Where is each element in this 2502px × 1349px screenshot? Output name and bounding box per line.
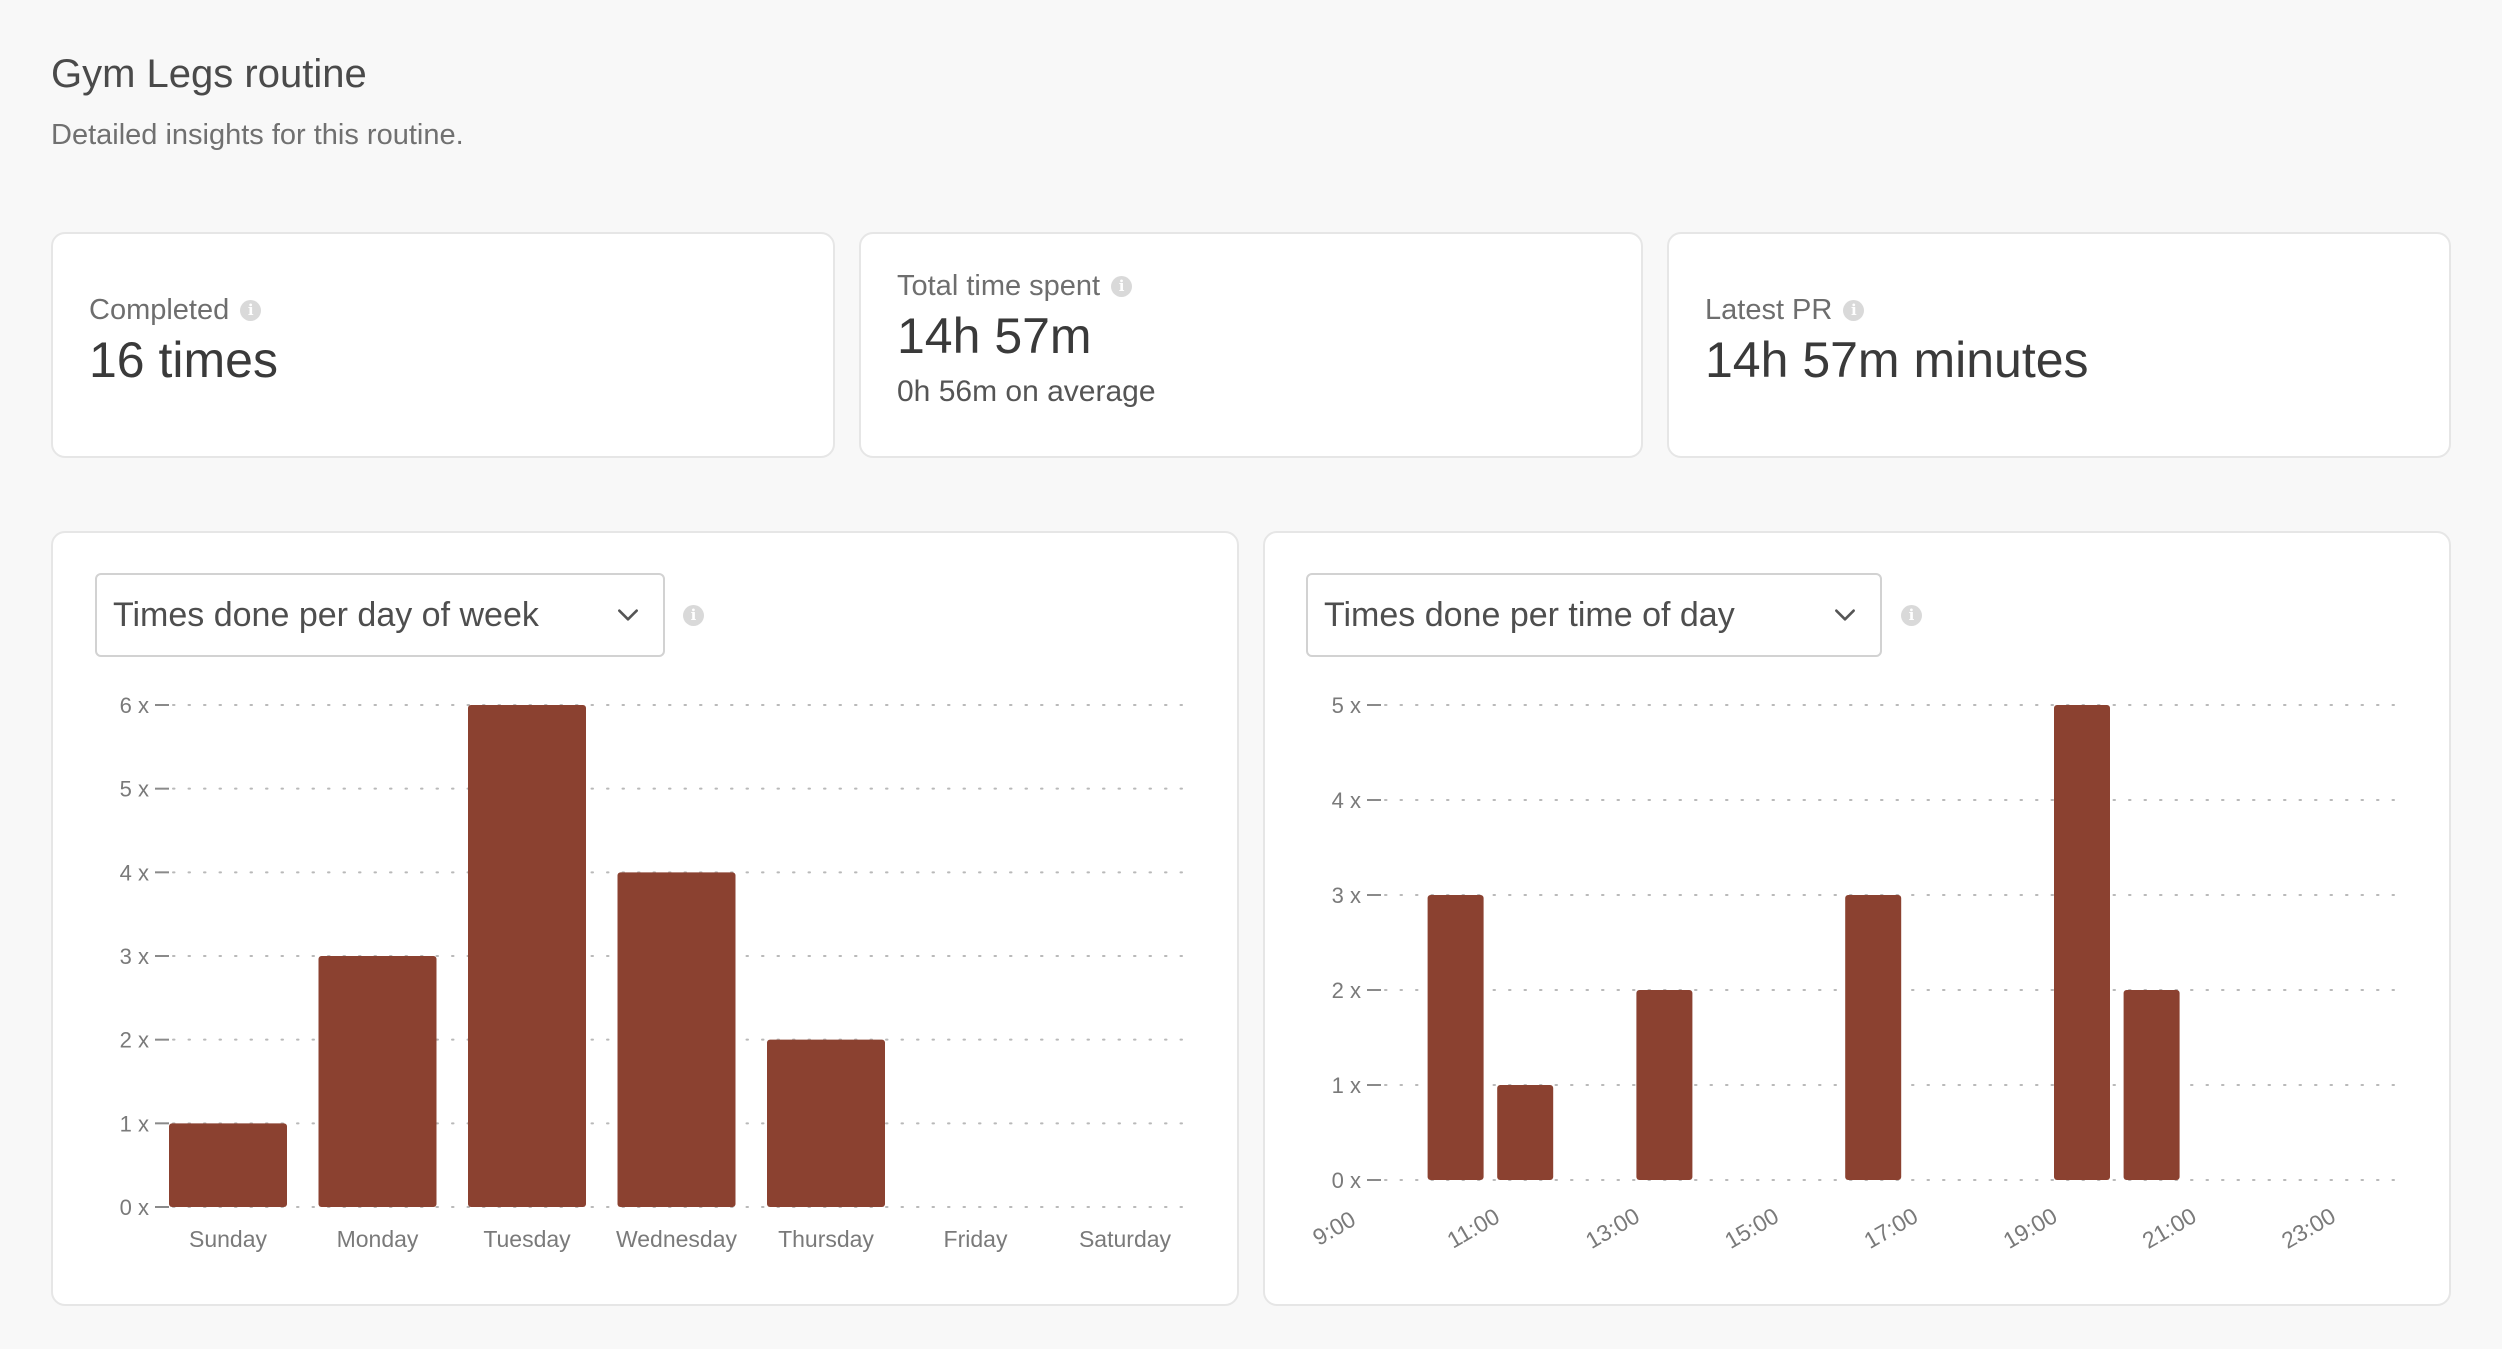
dropdown-label: Times done per time of day — [1324, 595, 1735, 634]
y-tick-label: 1 x — [120, 1111, 149, 1136]
y-tick-label: 0 x — [120, 1195, 149, 1220]
bar — [1845, 895, 1902, 1180]
y-tick-label: 5 x — [120, 777, 149, 802]
x-tick-label: Wednesday — [616, 1226, 738, 1252]
latest-pr-card: Latest PR i 14h 57m minutes — [1667, 232, 2451, 458]
page-header: Gym Legs routine Detailed insights for t… — [51, 52, 464, 152]
y-tick-label: 3 x — [1332, 883, 1361, 908]
total-time-value: 14h 57m — [897, 308, 1092, 364]
latest-pr-label-row: Latest PR i — [1705, 294, 2089, 327]
chevron-down-icon — [1835, 609, 1855, 621]
x-tick-label: Friday — [944, 1226, 1008, 1252]
y-tick-label: 3 x — [120, 944, 149, 969]
y-tick-label: 6 x — [120, 693, 149, 718]
page-title: Gym Legs routine — [51, 52, 367, 96]
total-time-label: Total time spent — [897, 270, 1101, 302]
total-time-label-row: Total time spent i — [897, 270, 1156, 303]
y-tick-label: 2 x — [1332, 978, 1361, 1003]
x-tick-label: Saturday — [1079, 1226, 1172, 1252]
x-tick-label: 9:00 — [1308, 1206, 1360, 1251]
x-tick-label: Monday — [337, 1226, 419, 1252]
x-tick-label: 21:00 — [2138, 1202, 2201, 1253]
info-icon[interactable]: i — [1111, 276, 1133, 297]
x-tick-label: 17:00 — [1859, 1202, 1922, 1253]
x-tick-label: 19:00 — [1999, 1202, 2062, 1253]
info-icon[interactable]: i — [1901, 605, 1922, 626]
day-of-week-chart-card: Times done per day of week i 0 x 1 x 2 x 3 … — [51, 531, 1239, 1306]
y-tick-label: 1 x — [1332, 1073, 1361, 1098]
x-tick-label: 11:00 — [1443, 1203, 1504, 1253]
bar — [468, 705, 586, 1207]
bar — [1427, 895, 1484, 1180]
page-subtitle: Detailed insights for this routine. — [51, 119, 464, 151]
latest-pr-label: Latest PR — [1705, 294, 1833, 326]
chevron-down-icon — [618, 609, 638, 621]
info-icon[interactable]: i — [1843, 300, 1865, 321]
dropdown-label: Times done per day of week — [113, 595, 539, 634]
time-of-day-chart-card: Times done per time of day i 0 x 1 x 2 x 3 … — [1263, 531, 2451, 1306]
bar — [169, 1123, 287, 1207]
bar — [318, 956, 437, 1207]
bar — [767, 1039, 885, 1207]
x-tick-label: 23:00 — [2277, 1202, 2340, 1253]
info-icon[interactable]: i — [683, 605, 704, 626]
latest-pr-value: 14h 57m minutes — [1705, 332, 2089, 388]
y-tick-label: 4 x — [1332, 788, 1361, 813]
average-time: 0h 56m on average — [897, 375, 1156, 408]
y-tick-label: 5 x — [1332, 693, 1361, 718]
completed-label: Completed — [89, 294, 230, 326]
y-tick-label: 4 x — [120, 860, 149, 885]
bar — [2054, 705, 2110, 1180]
completed-card: Completed i 16 times — [51, 232, 835, 458]
completed-value: 16 times — [89, 332, 278, 388]
y-tick-label: 0 x — [1332, 1168, 1361, 1193]
total-time-card: Total time spent i 14h 57m 0h 56m on ave… — [859, 232, 1643, 458]
x-tick-label: Sunday — [189, 1226, 268, 1252]
bar — [1497, 1085, 1554, 1180]
x-tick-label: Thursday — [778, 1226, 874, 1252]
bar — [2123, 990, 2180, 1180]
bar — [617, 872, 736, 1207]
y-tick-label: 2 x — [120, 1028, 149, 1053]
x-tick-label: 13:00 — [1581, 1202, 1644, 1253]
chart-type-dropdown[interactable]: Times done per time of day — [1306, 573, 1882, 657]
completed-label-row: Completed i — [89, 294, 278, 327]
chart-type-dropdown[interactable]: Times done per day of week — [95, 573, 665, 657]
x-tick-label: Tuesday — [483, 1226, 571, 1252]
x-tick-label: 15:00 — [1720, 1202, 1783, 1253]
info-icon[interactable]: i — [240, 300, 262, 321]
bar — [1636, 990, 1693, 1180]
